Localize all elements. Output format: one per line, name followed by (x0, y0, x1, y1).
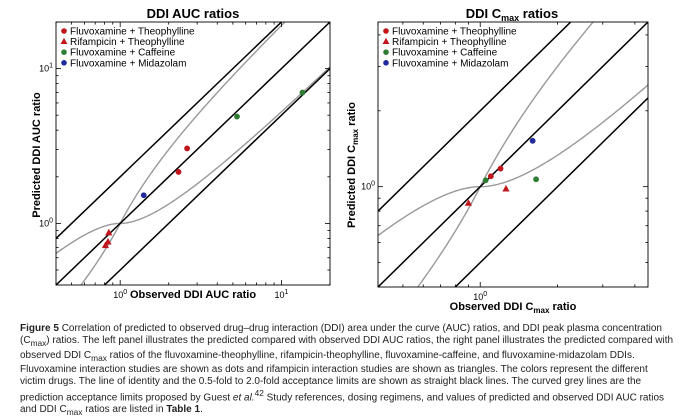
y-tick-label: 100 (361, 181, 375, 192)
data-markers (464, 137, 539, 206)
data-point-triangle (502, 184, 510, 192)
data-point-triangle (464, 199, 473, 206)
caption-etal: et al. (232, 392, 255, 404)
caption-text-4: Study references, dosing regimens, and v… (20, 392, 665, 416)
guest-lower-limit (80, 66, 330, 285)
data-point-circle (497, 165, 504, 172)
x-tick-label: 100 (473, 291, 487, 302)
data-markers (101, 89, 306, 249)
auc-chart-title: DDI AUC ratios (147, 6, 240, 21)
legend-marker-circle (383, 60, 389, 66)
x-tick-label: 100 (113, 289, 127, 300)
upper-twofold-line (378, 22, 572, 213)
auc-chart: DDI AUC ratios 100 100 101 101 Fluvoxamine +… (31, 6, 331, 301)
cmax-panel: DDI Cmax ratios 100 100 Fluvoxamine + Theo… (345, 0, 690, 322)
data-point-circle (175, 169, 182, 175)
legend-marker-circle (61, 49, 67, 55)
data-point-triangle (104, 237, 112, 245)
upper-twofold-line (56, 22, 283, 240)
auc-plot-area: 100 100 101 101 Fluvoxamine + TheophyllineRi… (39, 21, 331, 300)
caption-text-5: ratios are listed in (82, 404, 167, 416)
legend-label: Rifampicin + Theophylline (392, 37, 507, 48)
data-point-circle (482, 177, 489, 184)
caption-table-ref: Table 1 (166, 404, 201, 416)
legend-label: Fluvoxamine + Caffeine (70, 48, 176, 59)
y-tick-label: 100 (39, 217, 53, 228)
plot-frame (377, 21, 649, 288)
legend-marker-triangle (382, 37, 390, 44)
identity-line (56, 22, 330, 285)
cmax-x-axis-label: Observed DDI Cmax ratio (450, 301, 577, 315)
lower-twofold-line (454, 96, 648, 287)
cmax-plot-area: 100 100 Fluvoxamine + TheophyllineRifampic… (361, 21, 649, 302)
caption-reference: 42 (254, 387, 264, 398)
cmax-chart: DDI Cmax ratios 100 100 Fluvoxamine + Theo… (346, 6, 649, 315)
guest-upper-limit (56, 22, 286, 254)
auc-panel: DDI AUC ratios 100 100 101 101 Fluvoxamine +… (0, 0, 345, 322)
data-point-triangle (105, 228, 113, 236)
caption-sub-3: max (66, 407, 83, 418)
data-point-circle (184, 145, 191, 152)
legend-label: Fluvoxamine + Caffeine (392, 48, 498, 59)
axis-ticks (377, 22, 648, 288)
axis-ticks (55, 21, 331, 286)
caption-text-3: ratios of the fluvoxamine-theophylline, … (20, 349, 648, 404)
data-point-circle (234, 113, 240, 120)
data-point-circle (299, 89, 306, 96)
plot-lines (378, 22, 648, 287)
legend-marker-circle (61, 28, 67, 34)
cmax-chart-title: DDI Cmax ratios (466, 6, 558, 23)
figure-caption: Figure 5 Correlation of predicted to obs… (20, 323, 675, 419)
caption-sub-2: max (91, 352, 107, 363)
lower-twofold-line (103, 67, 330, 285)
auc-x-axis-label: Observed DDI AUC ratio (130, 289, 256, 301)
plot-lines (56, 22, 330, 285)
data-point-circle (533, 176, 539, 183)
identity-line (378, 22, 648, 287)
caption-text-6: . (200, 404, 203, 416)
data-point-circle (529, 137, 536, 144)
data-point-circle (140, 192, 147, 199)
guest-lower-limit (416, 84, 648, 287)
legend-marker-circle (383, 28, 389, 34)
legend-label: Fluvoxamine + Theophylline (70, 27, 195, 38)
plot-frame (55, 21, 331, 286)
figure-label: Figure 5 (20, 323, 59, 334)
auc-y-axis-label: Predicted DDI AUC ratio (31, 92, 43, 218)
caption-text-2: ) ratios. The left panel illustrates the… (20, 334, 674, 361)
legend-label: Rifampicin + Theophylline (70, 37, 185, 48)
y-tick-label: 101 (39, 63, 53, 74)
legend-label: Fluvoxamine + Midazolam (392, 58, 508, 69)
cmax-y-axis-label: Predicted DDI Cmax ratio (346, 102, 360, 228)
x-tick-label: 101 (274, 289, 288, 300)
caption-text-1: Correlation of predicted to observed dru… (20, 323, 662, 346)
guest-upper-limit (378, 22, 594, 237)
legend-marker-triangle (60, 37, 68, 44)
legend-label: Fluvoxamine + Midazolam (70, 58, 186, 69)
data-point-triangle (101, 241, 110, 249)
legend-marker-circle (61, 60, 67, 66)
legend-label: Fluvoxamine + Theophylline (392, 27, 517, 38)
caption-sub-1: max (30, 337, 47, 348)
legend-marker-circle (383, 49, 389, 55)
data-point-circle (487, 173, 494, 180)
